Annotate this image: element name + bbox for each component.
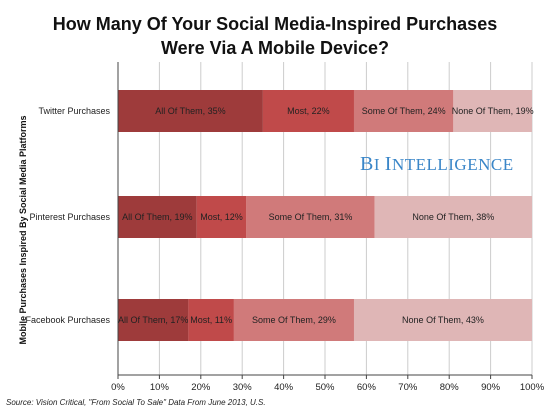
data-label: All Of Them, 19% <box>122 212 192 222</box>
data-label: Some Of Them, 31% <box>269 212 353 222</box>
data-label: Some Of Them, 29% <box>252 315 336 325</box>
bar-segment-most <box>196 196 247 238</box>
bars: All Of Them, 35% Most, 22% Some Of Them, 2… <box>118 90 534 341</box>
bar-segment-all <box>118 90 263 132</box>
x-tick-label: 80% <box>440 382 460 393</box>
bar-segment-some <box>246 196 375 238</box>
bar-segment-most <box>262 90 354 132</box>
chart-title: How Many Of Your Social Media-Inspired P… <box>0 12 550 60</box>
x-tick-label: 10% <box>150 382 170 393</box>
category-label: Facebook Purchases <box>25 315 110 325</box>
chart-title-line-1: How Many Of Your Social Media-Inspired P… <box>52 14 498 34</box>
bar-segment-all <box>118 299 189 341</box>
data-label: None Of Them, 43% <box>402 315 484 325</box>
bar-segment-most <box>188 299 234 341</box>
x-axis: 0% 10% 20% 30% 40% 50% 60% 70% 80% 90% 100% <box>111 62 545 393</box>
data-label: None Of Them, 19% <box>452 106 534 116</box>
bar-segment-none <box>353 299 532 341</box>
data-label: All Of Them, 17% <box>118 315 188 325</box>
data-label: Most, 22% <box>287 106 330 116</box>
y-axis-label: Mobile Purchases Inspired By Social Medi… <box>18 115 28 344</box>
x-tick-label: 30% <box>233 382 253 393</box>
data-label: Most, 11% <box>190 315 232 325</box>
bi-intelligence-watermark: BI INTELLIGENCE <box>360 153 514 175</box>
category-labels: Twitter Purchases Pinterest Purchases Face… <box>25 106 110 325</box>
data-label: All Of Them, 35% <box>155 106 225 116</box>
x-tick-label: 70% <box>398 382 418 393</box>
category-label: Twitter Purchases <box>38 106 110 116</box>
chart-title-line-2: Were Via A Mobile Device? <box>160 38 390 58</box>
bar-segment-some <box>233 299 354 341</box>
bar-segment-none <box>374 196 532 238</box>
x-tick-label: 40% <box>274 382 294 393</box>
x-tick-label: 20% <box>191 382 211 393</box>
bar-segment-none <box>453 90 532 132</box>
source-note: Source: Vision Critical, "From Social To… <box>6 398 266 407</box>
x-tick-label: 0% <box>111 382 125 393</box>
x-tick-label: 90% <box>481 382 501 393</box>
x-tick-label: 100% <box>520 382 545 393</box>
x-tick-label: 60% <box>357 382 377 393</box>
category-label: Pinterest Purchases <box>29 212 110 222</box>
bar-segment-some <box>353 90 454 132</box>
data-label: Some Of Them, 24% <box>362 106 446 116</box>
data-label: Most, 12% <box>200 212 243 222</box>
data-label: None Of Them, 38% <box>412 212 494 222</box>
bar-segment-all <box>118 196 197 238</box>
x-tick-label: 50% <box>315 382 335 393</box>
